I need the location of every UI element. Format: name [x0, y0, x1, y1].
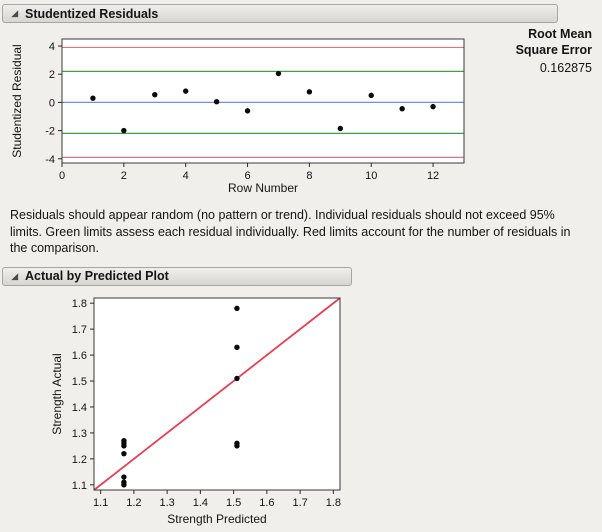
svg-text:1.3: 1.3: [72, 427, 87, 439]
svg-text:1.7: 1.7: [292, 497, 307, 509]
disclosure-open-icon[interactable]: [9, 8, 20, 19]
svg-text:2: 2: [121, 170, 127, 182]
svg-text:Strength Predicted: Strength Predicted: [167, 512, 266, 526]
svg-text:1.5: 1.5: [226, 497, 241, 509]
svg-text:Strength Actual: Strength Actual: [50, 353, 64, 434]
svg-text:0: 0: [49, 97, 55, 109]
svg-text:Row Number: Row Number: [228, 181, 298, 195]
disclosure-open-icon[interactable]: [9, 271, 20, 282]
svg-text:-4: -4: [45, 154, 55, 166]
rmse-stat: Root Mean Square Error 0.162875: [516, 23, 602, 75]
svg-text:10: 10: [365, 170, 377, 182]
svg-text:1.8: 1.8: [72, 298, 87, 310]
actual-by-predicted-panel-title: Actual by Predicted Plot: [25, 269, 169, 283]
svg-text:Studentized Residual: Studentized Residual: [10, 44, 24, 157]
svg-text:4: 4: [183, 170, 189, 182]
svg-text:6: 6: [244, 170, 250, 182]
svg-text:8: 8: [306, 170, 312, 182]
residuals-chart-row: 0 2 4 6 8 10 12 -4 -2 0 2 4 Row Number Studentized Re…: [2, 23, 602, 199]
svg-text:1.3: 1.3: [159, 497, 174, 509]
svg-text:1.6: 1.6: [72, 350, 87, 362]
svg-text:1.5: 1.5: [72, 376, 87, 388]
svg-text:4: 4: [49, 41, 55, 53]
actual-by-predicted-panel-header[interactable]: Actual by Predicted Plot: [2, 266, 352, 286]
svg-text:1.6: 1.6: [259, 497, 274, 509]
svg-text:1.1: 1.1: [93, 497, 108, 509]
svg-text:1.2: 1.2: [126, 497, 141, 509]
residuals-panel-title: Studentized Residuals: [25, 6, 159, 21]
svg-text:12: 12: [427, 170, 439, 182]
svg-text:1.8: 1.8: [326, 497, 341, 509]
studentized-residuals-chart[interactable]: 0 2 4 6 8 10 12 -4 -2 0 2 4 Row Number Studentized Re…: [6, 29, 476, 199]
residuals-caption: Residuals should appear random (no patte…: [10, 208, 571, 255]
svg-text:0: 0: [59, 170, 65, 182]
svg-text:1.4: 1.4: [72, 401, 87, 413]
svg-text:1.7: 1.7: [72, 324, 87, 336]
panel-actual-by-predicted: Actual by Predicted Plot 1.1 1.2 1.3 1.4 1.5…: [2, 266, 602, 530]
svg-text:-2: -2: [45, 126, 55, 138]
actual-by-predicted-chart[interactable]: 1.1 1.2 1.3 1.4 1.5 1.6 1.7 1.8 1.1 1.2 1.3 1.4 1.5 1…: [46, 290, 354, 530]
residuals-panel-header[interactable]: Studentized Residuals: [2, 4, 558, 23]
svg-text:2: 2: [49, 69, 55, 81]
svg-text:1.1: 1.1: [72, 479, 87, 491]
svg-text:1.4: 1.4: [193, 497, 208, 509]
panel-studentized-residuals: Studentized Residuals 0 2 4 6 8 10 12 -4 -2 0 2 4 Ro…: [2, 4, 602, 257]
svg-text:1.2: 1.2: [72, 453, 87, 465]
rmse-label: Root Mean Square Error: [515, 27, 592, 57]
rmse-value: 0.162875: [539, 61, 592, 76]
